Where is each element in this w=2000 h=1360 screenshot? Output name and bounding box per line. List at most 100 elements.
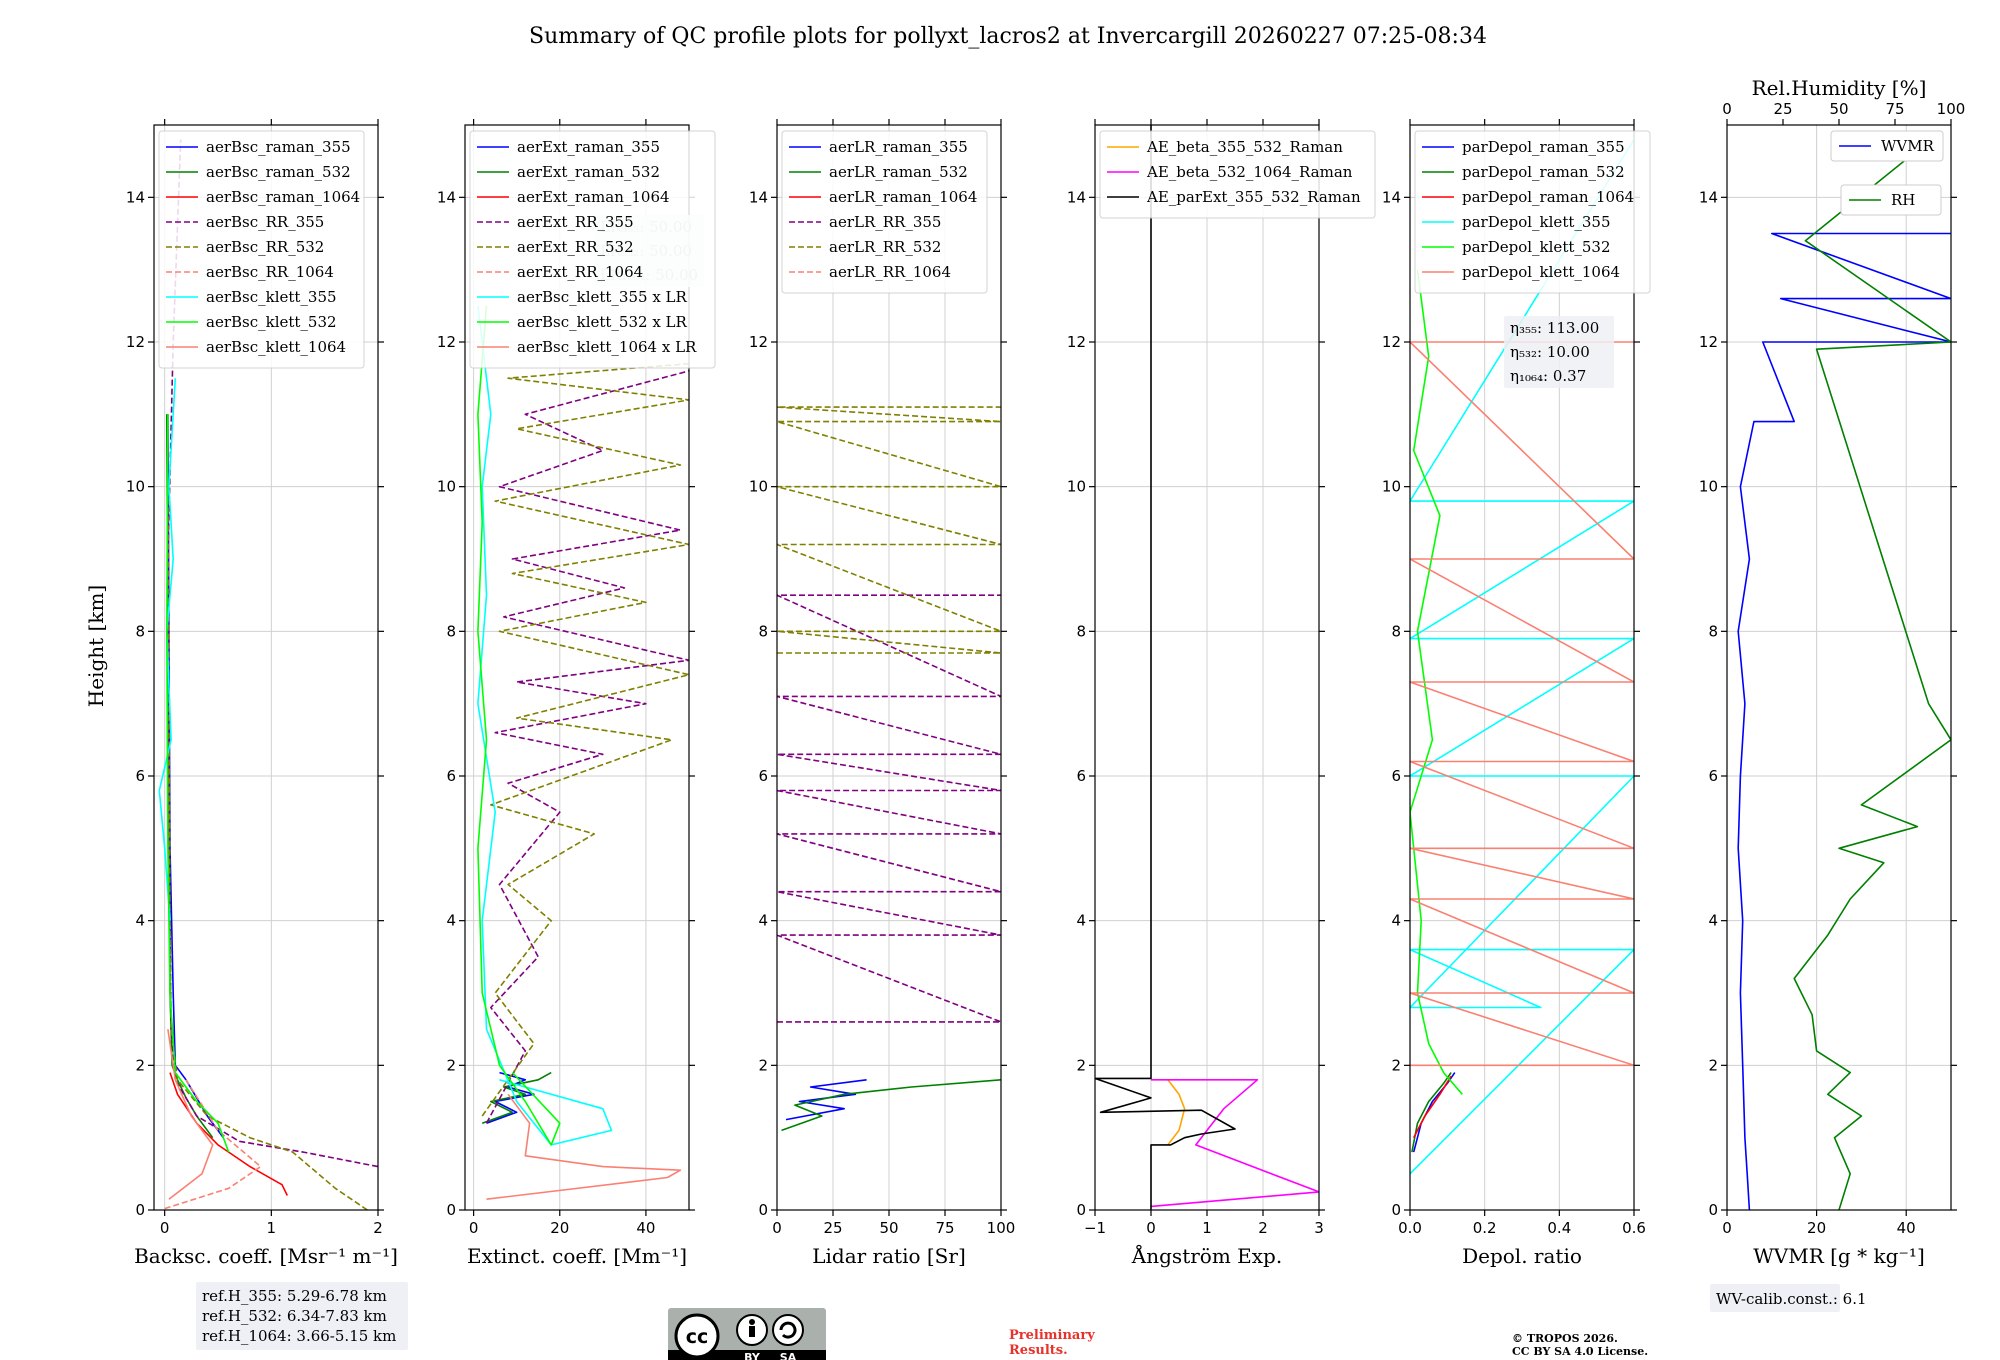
y-tick-label: 4 bbox=[1391, 912, 1401, 930]
y-tick-label: 12 bbox=[126, 333, 145, 351]
y-tick-label: 2 bbox=[446, 1056, 456, 1074]
legend-label: aerBsc_klett_532 bbox=[206, 313, 337, 331]
overlay-line: η₁₀₆₄: 0.37 bbox=[1510, 367, 1586, 385]
y-tick-label: 2 bbox=[1708, 1056, 1718, 1074]
series-line-aerbsc-rr-532 bbox=[167, 486, 368, 1210]
x-axis-label: Backsc. coeff. [Msr⁻¹ m⁻¹] bbox=[134, 1244, 398, 1268]
series-line-aerbsc-klett-355-x-lr bbox=[477, 305, 613, 1146]
series-group bbox=[1737, 131, 1951, 1210]
copyright-line-2: CC BY SA 4.0 License. bbox=[1512, 1345, 1648, 1358]
x2-tick-label: 75 bbox=[1885, 100, 1904, 118]
y-tick-label: 6 bbox=[1391, 767, 1401, 785]
x-tick-label: 100 bbox=[987, 1219, 1016, 1237]
x-tick-label: 25 bbox=[823, 1219, 842, 1237]
series-group bbox=[1095, 125, 1319, 1210]
legend-label: aerBsc_klett_355 bbox=[206, 288, 337, 306]
legend-label: aerLR_raman_1064 bbox=[829, 188, 977, 206]
legend-label: aerExt_RR_1064 bbox=[517, 263, 643, 281]
series-line-aerext-raman-532 bbox=[481, 1071, 552, 1124]
y-tick-label: 2 bbox=[758, 1056, 768, 1074]
legend-label: WVMR bbox=[1881, 137, 1935, 155]
by-label: BY bbox=[744, 1351, 761, 1360]
x-tick-label: 50 bbox=[879, 1219, 898, 1237]
panel-wv: 0 2 4 6 8 10 12 14 0 20 40 WVMR [g * kg⁻¹] 0 25 50 75 10… bbox=[1699, 76, 1965, 1268]
y-tick-label: 10 bbox=[1382, 478, 1401, 496]
y-tick-label: 10 bbox=[1699, 478, 1718, 496]
legend-label: parDepol_klett_355 bbox=[1462, 213, 1611, 231]
cc-icon: cc bbox=[686, 1326, 709, 1348]
legend-label: aerBsc_klett_532 x LR bbox=[517, 313, 688, 331]
y-tick-label: 8 bbox=[446, 622, 456, 640]
y-tick-label: 4 bbox=[1076, 912, 1086, 930]
wv-calibration-constant: WV-calib.const.: 6.1 bbox=[1716, 1290, 1867, 1308]
panel-depol: 0 2 4 6 8 10 12 14 0.0 0.2 0.4 0.6 Depol. ratio η₃₅₅:… bbox=[1382, 119, 1651, 1268]
x-tick-label: 2 bbox=[1258, 1219, 1268, 1237]
series-line-aerlr-rr-532 bbox=[777, 406, 1001, 654]
x-tick-label: 0 bbox=[160, 1219, 170, 1237]
y-tick-label: 12 bbox=[1382, 333, 1401, 351]
series-line-pardepol-klett-1064 bbox=[1410, 341, 1634, 1067]
legend-label: AE_beta_355_532_Raman bbox=[1146, 138, 1343, 156]
x-tick-label: 1 bbox=[1202, 1219, 1212, 1237]
y-tick-label: 14 bbox=[437, 188, 456, 206]
y-tick-label: 10 bbox=[1067, 478, 1086, 496]
series-line-pardepol-klett-355 bbox=[1410, 139, 1634, 1175]
sa-label: SA bbox=[780, 1351, 797, 1360]
legend-label: aerLR_raman_355 bbox=[829, 138, 968, 156]
axes-frame bbox=[1409, 124, 1635, 1211]
overlay-box: η₃₅₅: 113.00 η₅₃₂: 10.00 η₁₀₆₄: 0.37 bbox=[1504, 316, 1614, 388]
y-tick-label: 12 bbox=[1699, 333, 1718, 351]
legend-wvmr: WVMR bbox=[1830, 130, 1944, 162]
y-tick-label: 6 bbox=[758, 767, 768, 785]
x-tick-label: 40 bbox=[636, 1219, 655, 1237]
ref-height-1064: ref.H_1064: 3.66-5.15 km bbox=[202, 1327, 396, 1345]
legend-label: aerExt_raman_1064 bbox=[517, 188, 670, 206]
x-tick-label: 0.4 bbox=[1547, 1219, 1571, 1237]
legend: AE_beta_355_532_Raman AE_beta_532_1064_Ra… bbox=[1099, 130, 1376, 219]
legend-label: aerLR_RR_1064 bbox=[829, 263, 951, 281]
axes-frame bbox=[464, 124, 690, 1211]
copyright-note: © TROPOS 2026. CC BY SA 4.0 License. bbox=[1512, 1332, 1648, 1358]
x-tick-label: 2 bbox=[373, 1219, 383, 1237]
x2-tick-label: 100 bbox=[1937, 100, 1966, 118]
x-axis-label: WVMR [g * kg⁻¹] bbox=[1753, 1244, 1925, 1268]
by-person-icon bbox=[749, 1319, 755, 1325]
preliminary-line-2: Results. bbox=[1009, 1343, 1068, 1358]
series-line-aerext-rr-532 bbox=[481, 362, 689, 1117]
y-tick-label: 8 bbox=[1076, 622, 1086, 640]
x-tick-label: 0 bbox=[469, 1219, 479, 1237]
series-line-aerbsc-klett-532-x-lr bbox=[477, 305, 561, 1146]
x2-tick-label: 0 bbox=[1722, 100, 1732, 118]
ref-height-355: ref.H_355: 5.29-6.78 km bbox=[202, 1287, 387, 1305]
series-group bbox=[477, 305, 689, 1200]
y-tick-label: 2 bbox=[1391, 1056, 1401, 1074]
legend-label: aerBsc_klett_1064 x LR bbox=[517, 338, 697, 356]
x2-tick-label: 50 bbox=[1829, 100, 1848, 118]
overlay-line: η₅₃₂: 10.00 bbox=[1510, 343, 1590, 361]
series-group bbox=[158, 139, 378, 1210]
series-line-aerbsc-klett-1064 bbox=[167, 1029, 214, 1200]
y-tick-label: 6 bbox=[446, 767, 456, 785]
series-line-aerbsc-raman-1064 bbox=[169, 1072, 289, 1196]
y-tick-label: 4 bbox=[1708, 912, 1718, 930]
series-group bbox=[777, 406, 1001, 1132]
legend-label: aerBsc_RR_355 bbox=[206, 213, 324, 231]
y-tick-label: 4 bbox=[758, 912, 768, 930]
series-line-rh bbox=[1793, 131, 1951, 1210]
y-tick-label: 8 bbox=[135, 622, 145, 640]
y-tick-label: 2 bbox=[135, 1056, 145, 1074]
legend: parDepol_raman_355 parDepol_raman_532 parD… bbox=[1414, 130, 1651, 294]
series-line-aerbsc-klett-355 bbox=[158, 378, 177, 921]
y-tick-label: 6 bbox=[1708, 767, 1718, 785]
x-tick-label: 0.6 bbox=[1622, 1219, 1646, 1237]
y-tick-label: 0 bbox=[135, 1201, 145, 1219]
legend-label: aerLR_raman_532 bbox=[829, 163, 968, 181]
x-tick-label: 3 bbox=[1314, 1219, 1324, 1237]
legend-label: AE_beta_532_1064_Raman bbox=[1146, 163, 1353, 181]
x-axis-label: Extinct. coeff. [Mm⁻¹] bbox=[467, 1244, 687, 1268]
x-tick-label: 1 bbox=[267, 1219, 277, 1237]
x-axis-label: Lidar ratio [Sr] bbox=[812, 1244, 966, 1268]
